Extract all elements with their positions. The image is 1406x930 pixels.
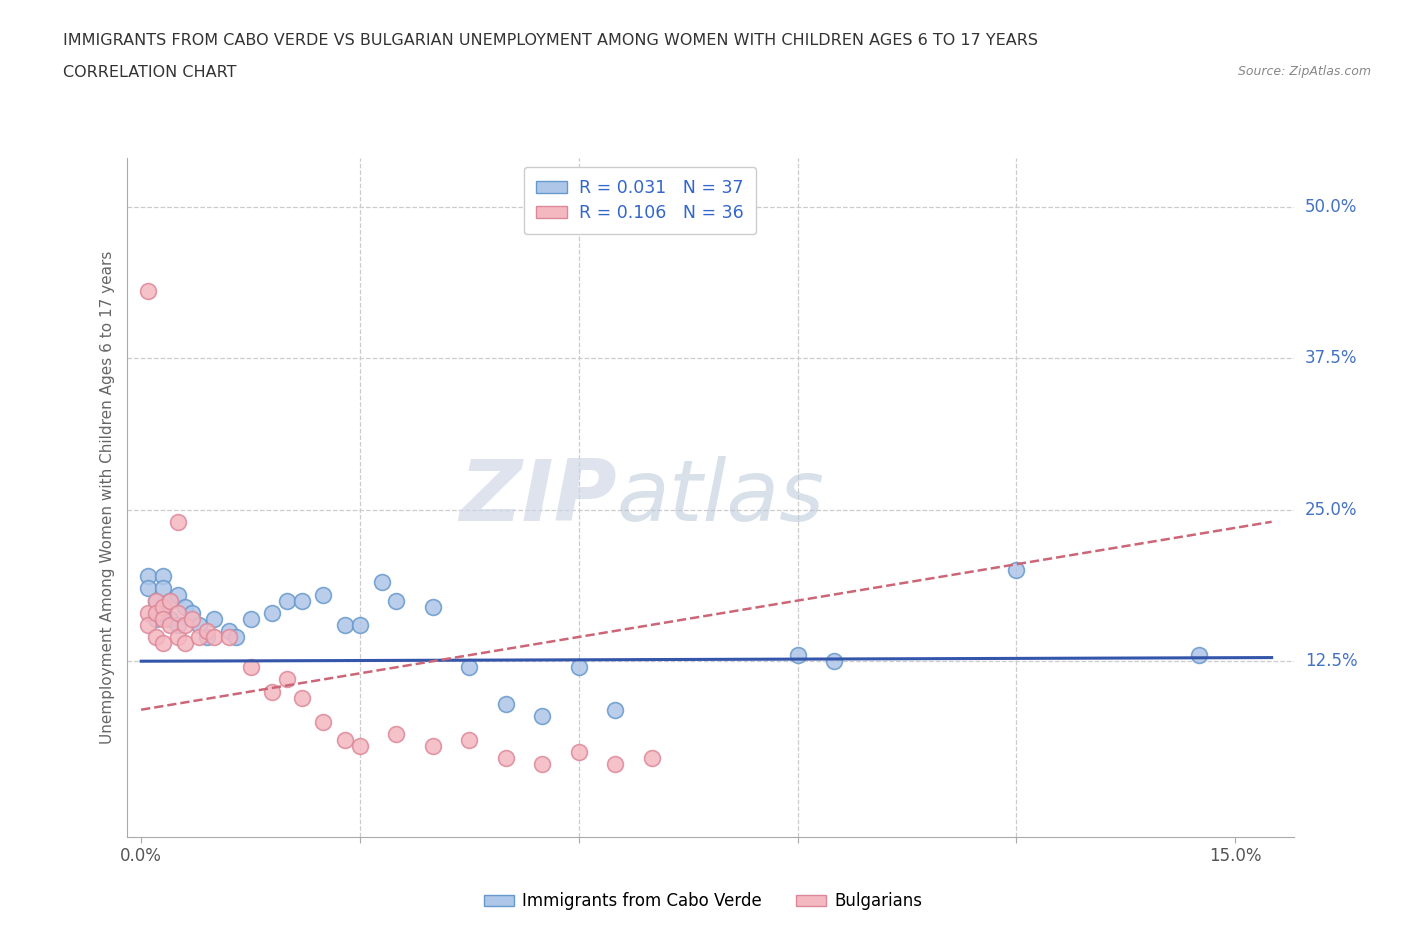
Point: [159, 611, 181, 626]
Point: [312, 714, 335, 729]
Point: [159, 618, 181, 632]
Point: [335, 733, 357, 748]
Point: [138, 581, 160, 596]
Point: [786, 647, 808, 662]
Point: [138, 284, 160, 299]
Point: [276, 672, 298, 687]
Point: [349, 618, 371, 632]
Legend: Immigrants from Cabo Verde, Bulgarians: Immigrants from Cabo Verde, Bulgarians: [478, 885, 928, 917]
Point: [152, 581, 174, 596]
Point: [349, 738, 371, 753]
Point: [166, 618, 188, 632]
Point: [823, 654, 845, 669]
Point: [188, 630, 211, 644]
Point: [262, 605, 284, 620]
Point: [239, 611, 262, 626]
Point: [371, 575, 394, 590]
Text: 37.5%: 37.5%: [1305, 349, 1357, 367]
Point: [495, 751, 517, 765]
Point: [195, 630, 218, 644]
Point: [174, 618, 197, 632]
Point: [159, 593, 181, 608]
Point: [145, 593, 167, 608]
Point: [290, 690, 312, 705]
Text: atlas: atlas: [617, 456, 825, 539]
Text: 50.0%: 50.0%: [1305, 197, 1357, 216]
Y-axis label: Unemployment Among Women with Children Ages 6 to 17 years: Unemployment Among Women with Children A…: [100, 251, 115, 744]
Point: [218, 623, 240, 638]
Point: [385, 593, 408, 608]
Point: [166, 605, 188, 620]
Point: [145, 593, 167, 608]
Point: [458, 733, 481, 748]
Text: IMMIGRANTS FROM CABO VERDE VS BULGARIAN UNEMPLOYMENT AMONG WOMEN WITH CHILDREN A: IMMIGRANTS FROM CABO VERDE VS BULGARIAN …: [63, 33, 1038, 47]
Text: Source: ZipAtlas.com: Source: ZipAtlas.com: [1237, 65, 1371, 78]
Legend: R = 0.031   N = 37, R = 0.106   N = 36: R = 0.031 N = 37, R = 0.106 N = 36: [524, 166, 756, 234]
Point: [605, 702, 627, 717]
Point: [159, 593, 181, 608]
Point: [335, 618, 357, 632]
Point: [166, 587, 188, 602]
Point: [568, 745, 591, 760]
Point: [385, 726, 408, 741]
Point: [458, 660, 481, 675]
Point: [145, 611, 167, 626]
Point: [138, 605, 160, 620]
Point: [276, 593, 298, 608]
Point: [166, 514, 188, 529]
Point: [202, 630, 225, 644]
Point: [174, 599, 197, 614]
Point: [262, 684, 284, 699]
Text: CORRELATION CHART: CORRELATION CHART: [63, 65, 236, 80]
Point: [188, 618, 211, 632]
Point: [138, 569, 160, 584]
Point: [1005, 563, 1028, 578]
Point: [166, 630, 188, 644]
Point: [145, 605, 167, 620]
Point: [641, 751, 664, 765]
Point: [422, 599, 444, 614]
Point: [1188, 647, 1211, 662]
Point: [239, 660, 262, 675]
Point: [290, 593, 312, 608]
Point: [152, 611, 174, 626]
Point: [605, 757, 627, 772]
Point: [495, 697, 517, 711]
Point: [312, 587, 335, 602]
Point: [195, 623, 218, 638]
Point: [174, 635, 197, 650]
Point: [218, 630, 240, 644]
Text: 25.0%: 25.0%: [1305, 500, 1357, 519]
Point: [152, 599, 174, 614]
Point: [225, 630, 247, 644]
Point: [531, 709, 554, 724]
Point: [152, 569, 174, 584]
Point: [568, 660, 591, 675]
Point: [152, 605, 174, 620]
Text: 12.5%: 12.5%: [1305, 652, 1357, 671]
Point: [531, 757, 554, 772]
Point: [145, 630, 167, 644]
Point: [152, 635, 174, 650]
Point: [181, 605, 204, 620]
Point: [422, 738, 444, 753]
Point: [202, 611, 225, 626]
Point: [181, 611, 204, 626]
Text: ZIP: ZIP: [458, 456, 617, 539]
Point: [138, 618, 160, 632]
